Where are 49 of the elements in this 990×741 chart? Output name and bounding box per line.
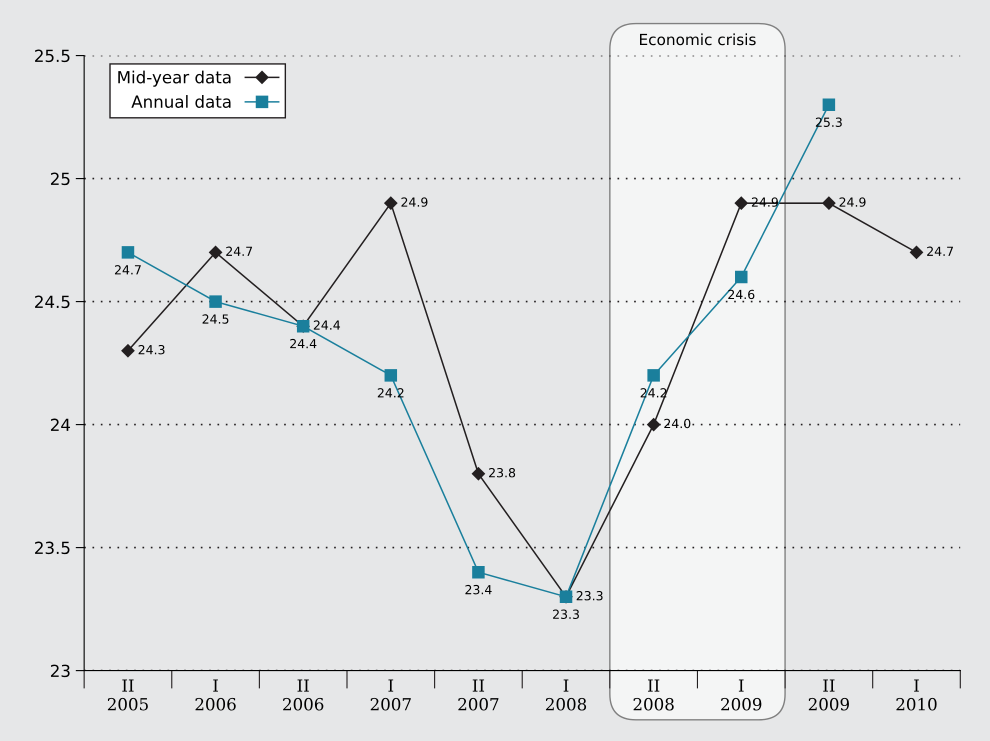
point xyxy=(822,196,836,210)
x-tick-label: II 2007 xyxy=(458,679,498,710)
x-tick-label: I 2008 xyxy=(546,679,586,710)
data-label: 24.3 xyxy=(138,344,165,354)
data-label: 24.5 xyxy=(202,314,228,324)
y-tick-label: 25 xyxy=(50,172,70,186)
data-label: 24.4 xyxy=(314,320,340,330)
y-tick-label: 23 xyxy=(50,664,70,678)
point xyxy=(472,566,485,578)
data-label: 23.3 xyxy=(553,610,579,619)
data-label: 24.9 xyxy=(401,197,428,207)
data-label: 24.7 xyxy=(226,246,252,256)
point xyxy=(734,196,748,210)
band-label: Economic crisis xyxy=(640,33,756,46)
x-tick-label: I 2007 xyxy=(370,679,411,710)
point xyxy=(822,98,836,112)
data-label: 24.9 xyxy=(840,197,866,207)
point xyxy=(647,369,660,382)
legend-label: Mid-year data xyxy=(118,70,230,87)
x-tick-label: II 2009 xyxy=(808,679,849,710)
point xyxy=(121,344,135,358)
data-label: 24.0 xyxy=(664,418,690,428)
x-tick-label: II 2006 xyxy=(283,679,324,710)
legend-label: Annual data xyxy=(131,95,230,108)
point xyxy=(384,196,398,210)
data-label: 24.7 xyxy=(927,246,953,256)
point xyxy=(647,418,660,432)
point xyxy=(472,467,486,480)
data-label: 23.3 xyxy=(576,590,603,600)
data-label: 24.4 xyxy=(290,338,316,348)
point xyxy=(384,369,398,382)
y-tick-label: 24.5 xyxy=(35,296,70,308)
x-tick-label: I 2010 xyxy=(896,679,937,710)
x-tick-label: I 2006 xyxy=(195,679,236,710)
y-tick-label: 23.5 xyxy=(35,542,70,554)
point xyxy=(122,246,134,259)
x-tick-label: I 2009 xyxy=(721,679,762,710)
y-tick-label: 25.5 xyxy=(35,50,70,62)
data-label: 24.7 xyxy=(114,265,141,274)
y-tick-label: 24 xyxy=(50,418,70,431)
point xyxy=(208,246,222,259)
x-tick-label: II 2005 xyxy=(108,679,148,710)
point xyxy=(735,270,748,284)
data-label: 23.8 xyxy=(489,468,516,478)
data-label: 24.6 xyxy=(728,290,754,300)
data-label: 23.4 xyxy=(465,584,492,594)
point xyxy=(910,246,924,259)
point xyxy=(209,295,222,308)
x-tick-label: II 2008 xyxy=(634,679,674,710)
